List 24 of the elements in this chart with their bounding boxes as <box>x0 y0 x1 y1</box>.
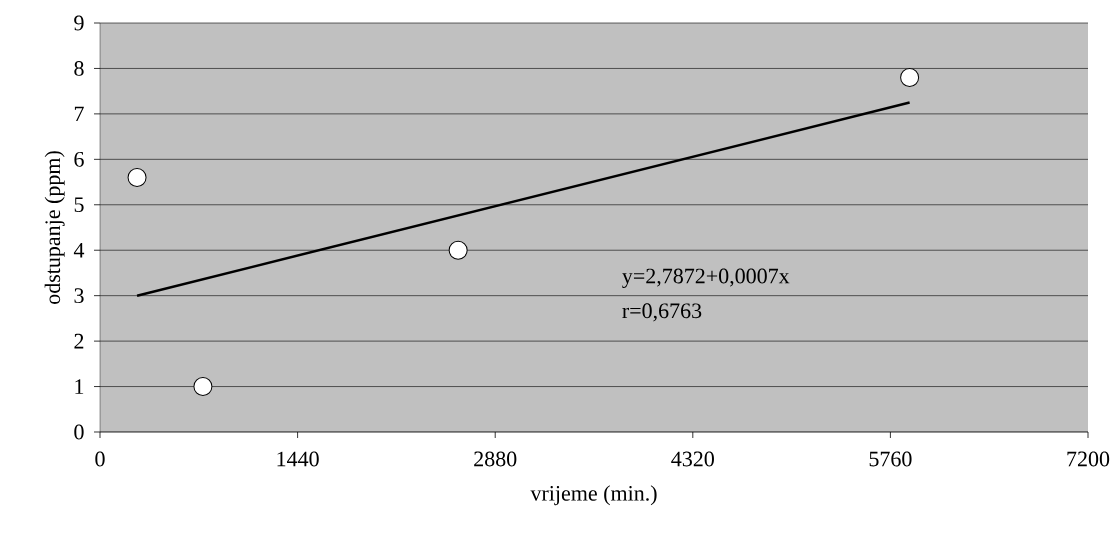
y-tick-label: 6 <box>74 151 84 167</box>
x-tick-label: 4320 <box>671 451 714 467</box>
y-tick-label: 4 <box>73 242 85 258</box>
y-tick-label: 8 <box>74 61 84 76</box>
x-tick-label: 0 <box>95 451 105 467</box>
point <box>448 240 468 260</box>
x-tick-label: 2880 <box>474 451 517 467</box>
annotation: y=2,7872+0,0007x <box>622 268 790 288</box>
y-tick-label: 7 <box>74 106 84 122</box>
x-tick-label: 5760 <box>869 451 912 467</box>
x-tick-label: 1440 <box>277 451 319 467</box>
y-tick-label: 3 <box>74 288 84 304</box>
point <box>193 377 213 397</box>
point <box>900 68 920 88</box>
annotation: r=0,6763 <box>622 303 702 322</box>
point <box>127 168 147 188</box>
y-tick-label: 2 <box>74 333 84 349</box>
y-tick-label: 1 <box>75 379 84 394</box>
y-tick-label: 9 <box>74 15 84 31</box>
x-tick-label: 7200 <box>1067 451 1110 467</box>
y-tick-label: 5 <box>74 197 84 213</box>
y-tick-label: 0 <box>74 424 84 440</box>
y-axis-title: odstupanje (ppm) <box>44 151 65 304</box>
x-axis-title: vrijeme (min.) <box>530 485 657 506</box>
